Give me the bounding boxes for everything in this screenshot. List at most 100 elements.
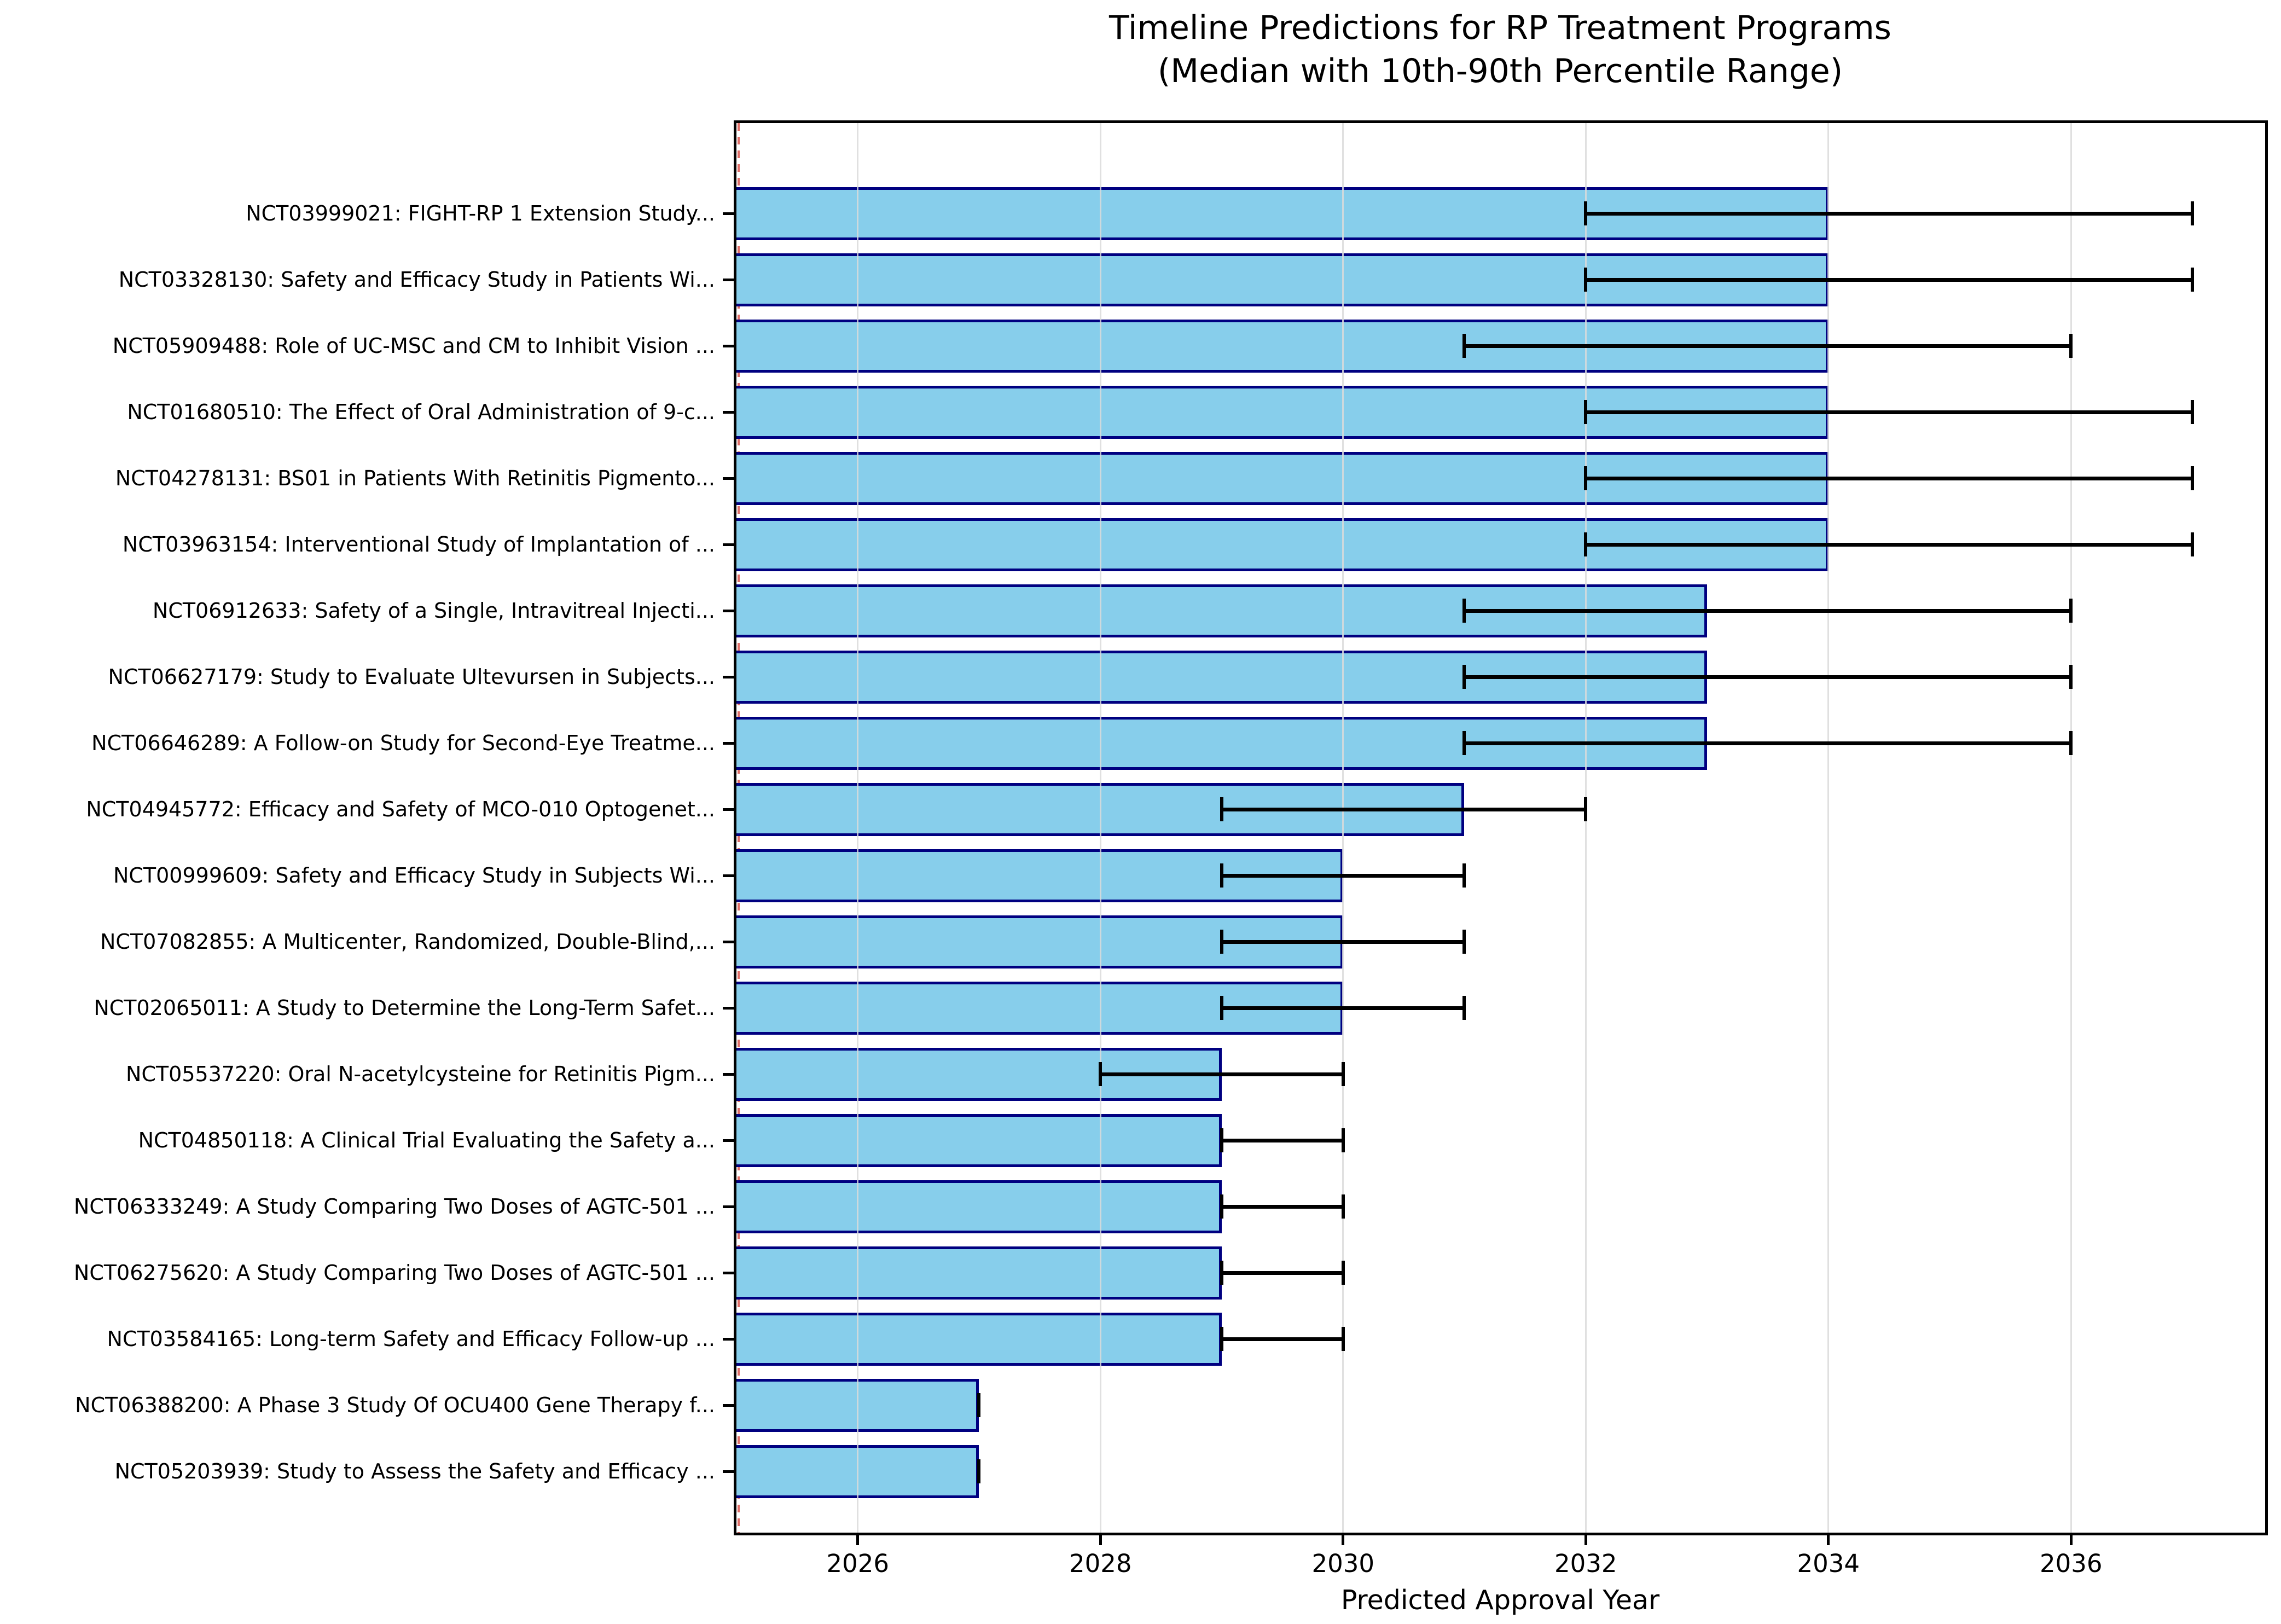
gridline: [1342, 123, 1344, 1533]
x-tick-label: 2028: [1069, 1549, 1132, 1578]
error-cap-low: [1462, 665, 1466, 689]
y-axis-trial-label: NCT04945772: Efficacy and Safety of MCO-…: [86, 797, 715, 821]
error-cap-high: [1341, 1194, 1345, 1219]
y-axis-trial-label: NCT06333249: A Study Comparing Two Doses…: [73, 1194, 715, 1219]
error-bar: [1221, 939, 1465, 944]
gridline: [1584, 123, 1587, 1533]
error-cap-high: [2069, 665, 2073, 689]
y-tick: [723, 808, 734, 811]
y-axis-trial-label: NCT03999021: FIGHT-RP 1 Extension Study.…: [246, 201, 715, 225]
error-cap-high: [1341, 1327, 1345, 1351]
error-bar: [1586, 410, 2192, 414]
bar: [734, 1445, 979, 1498]
y-tick: [723, 1470, 734, 1473]
error-cap-high: [1462, 996, 1466, 1020]
error-bar: [1464, 675, 2071, 679]
y-axis-trial-label: NCT05537220: Oral N-acetylcysteine for R…: [126, 1062, 715, 1086]
y-tick: [723, 1271, 734, 1274]
bar: [734, 1312, 1222, 1366]
y-tick: [723, 477, 734, 480]
y-axis-trial-label: NCT06627179: Study to Evaluate Ultevurse…: [108, 665, 715, 689]
error-bar: [1221, 807, 1586, 811]
x-tick-label: 2030: [1311, 1549, 1374, 1578]
x-tick: [1099, 1535, 1102, 1545]
y-tick: [723, 940, 734, 943]
y-axis-trial-label: NCT06388200: A Phase 3 Study Of OCU400 G…: [75, 1393, 715, 1417]
x-tick: [856, 1535, 860, 1545]
error-cap-high: [2069, 334, 2073, 358]
x-tick: [1342, 1535, 1345, 1545]
error-cap-low: [1099, 1062, 1102, 1086]
y-axis-trial-label: NCT03963154: Interventional Study of Imp…: [122, 532, 715, 556]
y-axis-trial-label: NCT06646289: A Follow-on Study for Secon…: [91, 731, 715, 755]
y-axis-trial-label: NCT06275620: A Study Comparing Two Doses…: [73, 1261, 715, 1285]
error-cap-low: [1462, 731, 1466, 755]
error-bar: [1221, 1271, 1343, 1275]
error-bar: [1464, 344, 2071, 348]
chart-title: Timeline Predictions for RP Treatment Pr…: [844, 7, 2157, 93]
error-bar: [1221, 873, 1465, 878]
y-axis-trial-label: NCT05203939: Study to Assess the Safety …: [114, 1459, 715, 1483]
error-cap-low: [1584, 400, 1588, 424]
error-cap-low: [1220, 1128, 1223, 1152]
error-cap-high: [1341, 1062, 1345, 1086]
error-cap-high: [1341, 1261, 1345, 1285]
gridline: [1099, 123, 1101, 1533]
y-tick: [723, 1006, 734, 1010]
y-tick: [723, 1139, 734, 1142]
gridline: [2070, 123, 2072, 1533]
error-cap-low: [1584, 268, 1588, 292]
y-tick: [723, 609, 734, 612]
error-bar: [1586, 277, 2192, 282]
error-cap-low: [1220, 1194, 1223, 1219]
error-cap-high: [2190, 400, 2194, 424]
gridline: [857, 123, 859, 1533]
error-cap-high: [977, 1459, 981, 1483]
x-tick-label: 2034: [1797, 1549, 1860, 1578]
y-axis-trial-label: NCT00999609: Safety and Efficacy Study i…: [113, 863, 715, 888]
axis-spine-right: [2265, 120, 2268, 1535]
error-cap-low: [1220, 996, 1223, 1020]
y-axis-trial-label: NCT05909488: Role of UC-MSC and CM to In…: [112, 334, 715, 358]
bar: [734, 187, 1829, 240]
chart-title-line1: Timeline Predictions for RP Treatment Pr…: [1109, 9, 1891, 47]
x-tick: [1827, 1535, 1830, 1545]
x-tick-label: 2032: [1554, 1549, 1617, 1578]
error-bar: [1100, 1072, 1343, 1076]
error-cap-low: [1584, 532, 1588, 556]
error-cap-high: [2190, 532, 2194, 556]
y-tick: [723, 741, 734, 745]
bar: [734, 1113, 1222, 1167]
error-cap-high: [1584, 797, 1588, 821]
gridline: [1827, 123, 1830, 1533]
error-bar: [1221, 1006, 1465, 1010]
y-tick: [723, 675, 734, 678]
error-cap-high: [1341, 1128, 1345, 1152]
error-cap-high: [2190, 268, 2194, 292]
error-cap-low: [1220, 863, 1223, 888]
x-tick-label: 2026: [826, 1549, 889, 1578]
y-axis-trial-label: NCT07082855: A Multicenter, Randomized, …: [100, 930, 715, 954]
error-cap-high: [1462, 863, 1466, 888]
y-axis-trial-label: NCT04278131: BS01 in Patients With Retin…: [115, 466, 715, 490]
error-bar: [1586, 211, 2192, 216]
error-cap-low: [1220, 797, 1223, 821]
y-tick: [723, 1403, 734, 1407]
y-axis-trial-label: NCT01680510: The Effect of Oral Administ…: [127, 400, 715, 424]
y-axis-trial-label: NCT03328130: Safety and Efficacy Study i…: [118, 268, 715, 292]
error-cap-high: [2069, 599, 2073, 623]
y-tick: [723, 344, 734, 347]
error-cap-low: [1220, 930, 1223, 954]
y-tick: [723, 1337, 734, 1341]
y-tick: [723, 410, 734, 414]
error-cap-low: [1584, 466, 1588, 490]
y-tick: [723, 212, 734, 215]
bar: [734, 1378, 979, 1432]
y-tick: [723, 543, 734, 546]
x-tick-label: 2036: [2039, 1549, 2103, 1578]
x-tick: [2069, 1535, 2073, 1545]
y-tick: [723, 1072, 734, 1076]
y-axis-trial-label: NCT06912633: Safety of a Single, Intravi…: [152, 599, 715, 623]
axis-spine-left: [734, 120, 736, 1535]
